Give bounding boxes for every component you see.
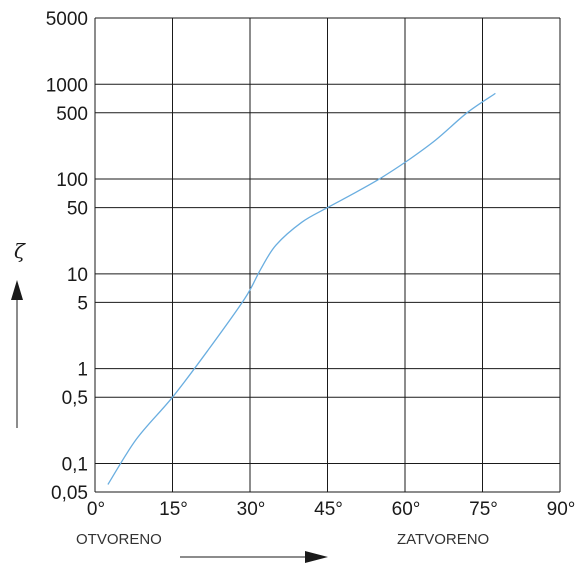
y-axis-label: ζ: [14, 239, 26, 263]
annotation-left: OTVORENO: [76, 531, 162, 548]
y-tick-label: 50: [67, 199, 88, 220]
arrow-right-icon: [180, 551, 328, 563]
y-tick-label: 1: [77, 360, 88, 381]
chart-grid: [94, 17, 561, 493]
y-tick-label: 0,5: [62, 388, 88, 409]
series-line: [107, 92, 496, 485]
x-tick-label: 30°: [237, 499, 266, 520]
x-tick-label: 45°: [314, 499, 343, 520]
y-tick-label: 5000: [46, 9, 88, 30]
y-tick-label: 1000: [46, 75, 88, 96]
y-tick-label: 10: [67, 265, 88, 286]
y-tick-label: 500: [56, 104, 88, 125]
y-tick-label: 5: [77, 293, 88, 314]
y-tick-label: 0,05: [51, 483, 88, 504]
y-tick-label: 100: [56, 170, 88, 191]
annotation-right: ZATVORENO: [397, 531, 489, 548]
x-tick-label: 90°: [547, 499, 576, 520]
y-tick-label: 0,1: [62, 454, 88, 475]
x-tick-labels: 0° 15° 30° 45° 60° 75° 90°: [87, 499, 575, 520]
x-tick-label: 75°: [469, 499, 498, 520]
x-tick-label: 0°: [87, 499, 105, 520]
y-tick-labels: 5000 1000 500 100 50 10 5 1 0,5 0,1 0,05: [46, 9, 88, 504]
arrow-up-icon: [11, 280, 23, 428]
x-tick-label: 60°: [392, 499, 421, 520]
x-tick-label: 15°: [159, 499, 188, 520]
